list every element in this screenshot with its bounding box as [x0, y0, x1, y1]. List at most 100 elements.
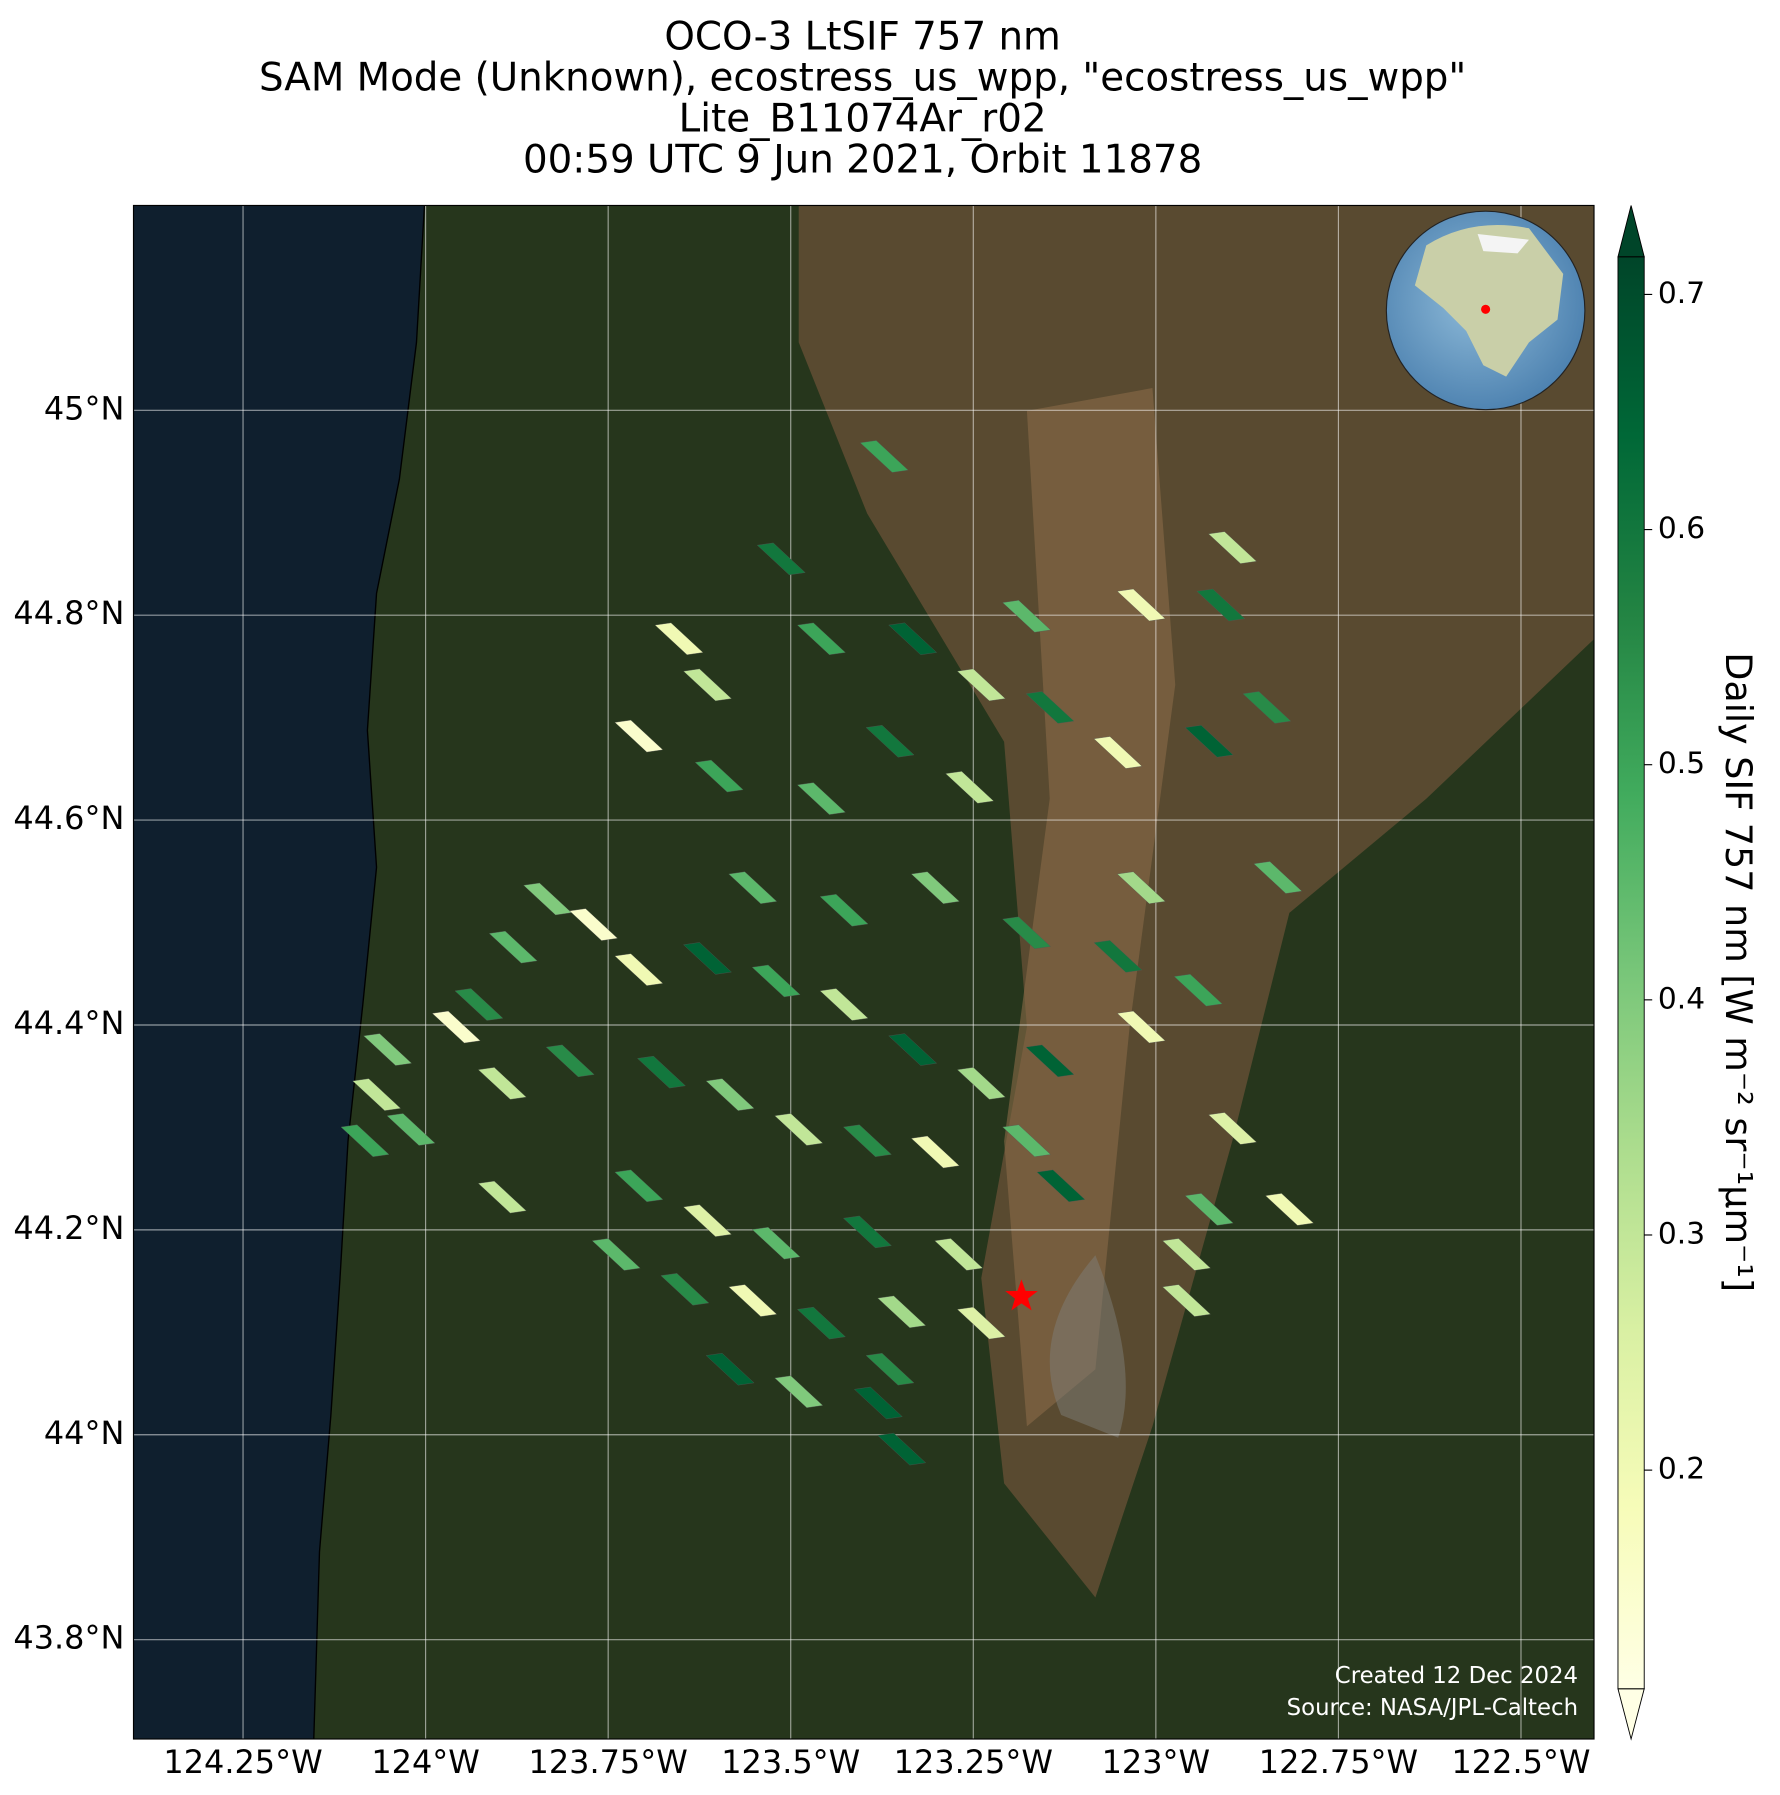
sif-footprint: [728, 1284, 778, 1317]
sif-footprint: [654, 622, 704, 655]
valley-floor: [1004, 388, 1176, 1427]
y-tick-label: 44.6°N: [13, 799, 124, 837]
y-tick-label: 44.4°N: [13, 1004, 124, 1042]
sif-footprint: [488, 930, 538, 964]
colorbar-extend-min: [1617, 1688, 1645, 1741]
sif-footprint: [1184, 725, 1234, 758]
x-tick-label: 122.5°W: [1451, 1743, 1590, 1781]
sif-footprint: [728, 871, 778, 904]
sif-footprint: [859, 440, 909, 473]
sif-footprint: [660, 1273, 710, 1306]
sif-footprint: [751, 964, 801, 998]
y-tick-label: 44.8°N: [13, 594, 124, 632]
y-tick-label: 44°N: [44, 1414, 125, 1452]
sif-footprint: [477, 1180, 527, 1214]
sif-footprint: [854, 1386, 903, 1420]
sif-footprint: [1116, 588, 1166, 622]
sif-footprint: [1208, 1112, 1257, 1145]
sif-footprint: [1002, 916, 1051, 949]
sif-footprint: [352, 1078, 402, 1111]
title-line: 00:59 UTC 9 Jun 2021, Orbit 11878: [523, 138, 1202, 183]
sif-footprint: [705, 1078, 755, 1111]
sif-footprint: [386, 1113, 436, 1146]
sif-footprint: [683, 668, 732, 702]
sif-footprint: [865, 725, 915, 758]
sif-footprint: [1025, 691, 1075, 724]
sif-footprint: [843, 1124, 892, 1157]
sif-footprint: [956, 668, 1006, 702]
sif-footprint: [819, 894, 869, 927]
sif-footprint: [888, 1033, 938, 1066]
sif-footprint: [431, 1010, 481, 1044]
sif-footprint: [956, 1067, 1006, 1100]
continent: [1414, 225, 1564, 377]
sif-footprint: [934, 1238, 984, 1271]
ice: [1477, 233, 1529, 254]
colorbar-tick-label: 0.4: [1658, 980, 1705, 1015]
sif-footprint: [910, 871, 960, 904]
graticule: [133, 205, 1595, 1740]
sif-footprint: [945, 771, 994, 804]
sif-footprint: [843, 1215, 892, 1249]
sif-footprint: [454, 988, 504, 1021]
sif-footprint: [774, 1113, 824, 1146]
sif-footprint: [637, 1055, 686, 1089]
sif-footprint: [865, 1353, 915, 1386]
title-line: SAM Mode (Unknown), ecostress_us_wpp, "e…: [259, 55, 1466, 100]
x-tick-label: 123.25°W: [894, 1743, 1053, 1781]
colorbar-frame: [1617, 256, 1645, 1690]
x-tick-label: 123.5°W: [721, 1743, 860, 1781]
credit-created: Created 12 Dec 2024: [1335, 1663, 1578, 1689]
target-star: [1005, 1279, 1038, 1311]
y-tick-label: 45°N: [44, 389, 125, 427]
colorbar-tick-label: 0.3: [1658, 1215, 1705, 1250]
sif-footprint: [705, 1353, 755, 1386]
sif-footprint: [910, 1135, 960, 1169]
title-line: Lite_B11074Ar_r02: [679, 97, 1047, 142]
sif-footprint: [614, 953, 664, 986]
sif-footprint: [797, 1306, 846, 1340]
sif-footprint: [1093, 940, 1143, 973]
sif-footprint: [1036, 1169, 1086, 1202]
sif-footprint: [756, 542, 806, 576]
sif-footprint: [1002, 600, 1051, 633]
sif-footprint: [1116, 1010, 1166, 1044]
colorbar-label: Daily SIF 757 nm [W m⁻² sr⁻¹μm⁻¹]: [1717, 652, 1760, 1292]
sif-footprint: [683, 942, 732, 975]
sif-footprint: [1184, 1193, 1234, 1226]
sif-footprint: [1242, 691, 1292, 724]
colorbar-tick-label: 0.6: [1658, 510, 1705, 545]
x-tick-label: 124.25°W: [163, 1743, 322, 1781]
colorbar-tick-label: 0.5: [1658, 745, 1705, 780]
sif-footprint: [797, 782, 846, 815]
sif-footprint: [797, 622, 846, 655]
sif-footprint: [751, 1227, 801, 1260]
sif-footprint: [774, 1375, 824, 1408]
ocean: [133, 205, 425, 1740]
sif-footprint: [877, 1432, 927, 1466]
x-tick-label: 124°W: [371, 1743, 480, 1781]
sif-footprint: [877, 1295, 927, 1328]
sif-footprint: [888, 622, 938, 655]
sif-footprint: [477, 1067, 527, 1100]
city: [1049, 1255, 1126, 1438]
sif-footprint: [694, 759, 744, 793]
sif-footprint: [1208, 531, 1257, 564]
labels: 124.25°W 124°W 123.75°W 123.5°W 123.25°W 123°…: [13, 389, 1590, 1781]
sif-footprint: [1265, 1193, 1314, 1226]
sif-footprint: [1116, 871, 1166, 904]
sif-footprint: [614, 719, 664, 753]
y-tick-label: 44.2°N: [13, 1209, 124, 1247]
sif-footprint: [1162, 1284, 1211, 1317]
y-tick-label: 43.8°N: [13, 1619, 124, 1657]
colorbar-tick-label: 0.2: [1658, 1451, 1705, 1486]
credit-source: Source: NASA/JPL-Caltech: [1287, 1695, 1578, 1721]
colorbar: [1617, 256, 1645, 1689]
sif-footprint: [1002, 1124, 1051, 1157]
sif-footprint: [591, 1238, 641, 1271]
sif-footprint: [1196, 588, 1246, 622]
sif-footprint: [1093, 736, 1143, 769]
sif-footprint: [614, 1169, 664, 1202]
